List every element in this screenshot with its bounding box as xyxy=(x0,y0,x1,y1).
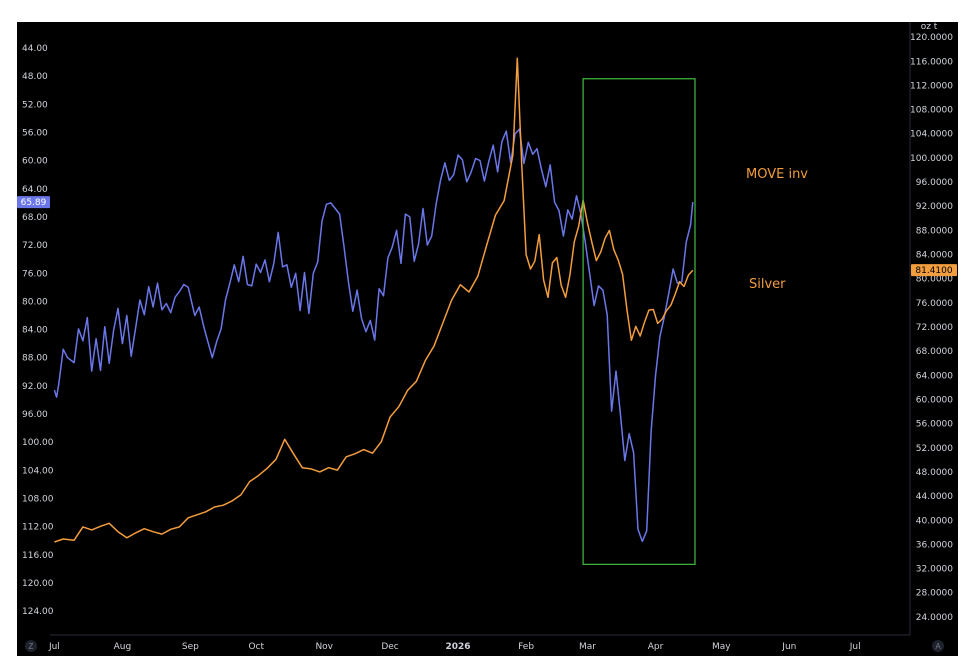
silver-last-value-tag xyxy=(911,264,957,277)
right-tick-label: 80.0000 xyxy=(916,275,953,285)
time-tick-label: Aug xyxy=(114,642,132,652)
right-tick-label: 44.0000 xyxy=(916,492,953,502)
time-tick-label: Jul xyxy=(849,642,861,652)
right-axis-ticks: 120.0000 116.0000 112.0000 108.0000 104.0000… xyxy=(910,22,953,623)
annotation-move-inv[interactable]: MOVE inv xyxy=(746,167,808,182)
time-tick-label: May xyxy=(712,642,731,652)
left-tick-label: 96.00 xyxy=(22,410,48,420)
time-tick-label: Sep xyxy=(182,642,199,652)
left-tick-label: 64.00 xyxy=(22,185,48,195)
annotation-silver[interactable]: Silver xyxy=(749,277,786,292)
right-tick-label: 76.0000 xyxy=(916,299,953,309)
right-tick-label: 40.0000 xyxy=(916,516,953,526)
left-tick-label: 88.00 xyxy=(22,354,48,364)
time-tick-label: Dec xyxy=(381,642,398,652)
right-tick-label: 84.0000 xyxy=(916,251,953,261)
corner-label-right: A xyxy=(935,642,941,651)
plot-area[interactable] xyxy=(53,57,694,543)
chart-frame: 44.00 48.00 52.00 56.00 60.00 64.00 68.00 72.00… xyxy=(17,22,958,656)
left-tick-label: 56.00 xyxy=(22,128,48,138)
right-tick-label: 36.0000 xyxy=(916,540,953,550)
left-price-scale[interactable] xyxy=(17,22,50,635)
left-axis-ticks: 44.00 48.00 52.00 56.00 60.00 64.00 68.00 72.00… xyxy=(22,44,54,617)
right-tick-label: 88.0000 xyxy=(916,226,953,236)
series-line-silver[interactable] xyxy=(54,57,694,543)
left-tick-label: 72.00 xyxy=(22,241,48,251)
right-tick-label: 52.0000 xyxy=(916,444,953,454)
right-tick-label: 108.0000 xyxy=(910,106,953,116)
left-tick-label: 112.00 xyxy=(22,523,54,533)
left-tick-label: 108.00 xyxy=(22,494,54,504)
left-tick-label: 68.00 xyxy=(22,213,48,223)
corner-label-left: Z xyxy=(29,642,34,651)
left-tick-label: 84.00 xyxy=(22,326,48,336)
time-axis-ticks[interactable]: Jul Aug Sep Oct Nov Dec 2026 Feb Mar Apr May Jun Jul xyxy=(48,642,861,652)
time-tick-label: Mar xyxy=(579,642,596,652)
overlays: MOVE inv Silver 65.89 81.4100 xyxy=(17,78,957,565)
chart-background xyxy=(17,22,958,656)
right-tick-label: 68.0000 xyxy=(916,347,953,357)
left-tick-label: 104.00 xyxy=(22,466,54,476)
time-tick-label: Feb xyxy=(518,642,534,652)
time-tick-label: Jul xyxy=(48,642,60,652)
right-tick-label: 100.0000 xyxy=(910,154,953,164)
right-price-scale[interactable] xyxy=(910,22,958,635)
move-last-value-tag xyxy=(17,196,50,209)
right-tick-label: 104.0000 xyxy=(910,130,953,140)
right-tick-label: 120.0000 xyxy=(910,33,953,43)
right-tick-label: 112.0000 xyxy=(910,81,953,91)
right-axis-unit-label[interactable]: oz t xyxy=(921,22,938,32)
right-tick-label: 96.0000 xyxy=(916,178,953,188)
time-tick-label: Jun xyxy=(781,642,796,652)
right-tick-label: 92.0000 xyxy=(916,202,953,212)
time-tick-label: Nov xyxy=(315,642,333,652)
time-tick-label: Apr xyxy=(648,642,664,652)
highlight-box[interactable] xyxy=(582,78,696,565)
left-tick-label: 52.00 xyxy=(22,100,48,110)
silver-last-value-label: 81.4100 xyxy=(915,266,952,276)
corners: Z A xyxy=(25,640,944,652)
right-tick-label: 72.0000 xyxy=(916,323,953,333)
right-tick-label: 116.0000 xyxy=(910,57,953,67)
right-tick-label: 48.0000 xyxy=(916,468,953,478)
left-tick-label: 100.00 xyxy=(22,438,54,448)
right-tick-label: 60.0000 xyxy=(916,395,953,405)
left-tick-label: 116.00 xyxy=(22,551,54,561)
time-tick-label: 2026 xyxy=(446,642,471,652)
left-tick-label: 76.00 xyxy=(22,269,48,279)
left-tick-label: 80.00 xyxy=(22,297,48,307)
corner-button-left[interactable] xyxy=(25,640,37,652)
corner-button-right[interactable] xyxy=(932,640,944,652)
right-tick-label: 28.0000 xyxy=(916,589,953,599)
right-tick-label: 56.0000 xyxy=(916,420,953,430)
series-line-move-inv[interactable] xyxy=(53,128,694,543)
move-last-value-label: 65.89 xyxy=(21,198,47,208)
left-tick-label: 60.00 xyxy=(22,157,48,167)
chart-canvas[interactable]: 44.00 48.00 52.00 56.00 60.00 64.00 68.00 72.00… xyxy=(17,22,958,656)
left-tick-label: 124.00 xyxy=(22,607,54,617)
right-tick-label: 24.0000 xyxy=(916,613,953,623)
right-tick-label: 64.0000 xyxy=(916,371,953,381)
left-tick-label: 92.00 xyxy=(22,382,48,392)
right-tick-label: 32.0000 xyxy=(916,565,953,575)
left-tick-label: 44.00 xyxy=(22,44,48,54)
left-tick-label: 120.00 xyxy=(22,579,54,589)
left-tick-label: 48.00 xyxy=(22,72,48,82)
time-tick-label: Oct xyxy=(248,642,264,652)
